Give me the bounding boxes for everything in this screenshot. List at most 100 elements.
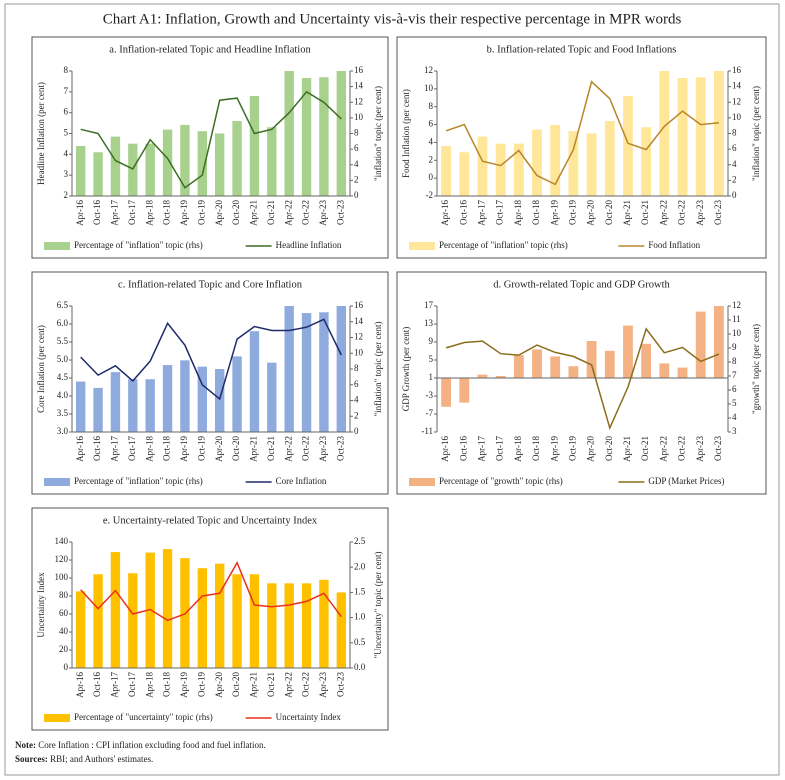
legend-label: Percentage of "inflation" topic (rhs) (74, 476, 203, 486)
bar (249, 96, 260, 196)
bar (695, 77, 706, 196)
legend-label: GDP (Market Prices) (648, 476, 724, 486)
x-tick-label: Apr-16 (75, 436, 85, 462)
bar (232, 121, 242, 196)
y2-tick-label: 0.0 (354, 662, 366, 672)
legend-swatch (44, 242, 70, 250)
y2-axis-title: "inflation" topic (per cent) (373, 86, 383, 181)
x-tick-label: Oct-18 (531, 436, 541, 461)
x-tick-label: Oct-18 (162, 672, 172, 697)
legend-swatch (44, 714, 70, 722)
x-tick-label: Apr-16 (440, 436, 450, 462)
y2-tick-label: 10 (354, 112, 364, 122)
legend-label: Percentage of "inflation" topic (rhs) (74, 240, 203, 250)
figure-title: Chart A1: Inflation, Growth and Uncertai… (103, 11, 682, 27)
y-tick-label: -11 (421, 426, 433, 436)
bar (641, 343, 652, 378)
bar (284, 583, 294, 668)
y-tick-label: 10 (424, 83, 434, 93)
x-tick-label: Oct-16 (92, 672, 102, 697)
y-tick-label: -7 (426, 408, 434, 418)
y-tick-label: 8 (429, 101, 434, 111)
x-tick-label: Oct-19 (567, 200, 577, 225)
y2-tick-label: 12 (354, 96, 363, 106)
x-tick-label: Apr-23 (318, 672, 328, 698)
y-axis-title: Food Inflation (per cent) (401, 89, 411, 178)
x-tick-label: Apr-22 (283, 436, 293, 462)
bar (301, 78, 312, 196)
x-tick-label: Apr-23 (318, 200, 328, 226)
bar (110, 136, 121, 196)
y-tick-label: 4.5 (57, 372, 69, 382)
bar (267, 127, 277, 196)
x-tick-label: Oct-20 (231, 436, 241, 461)
bar (197, 131, 208, 196)
legend-swatch (409, 478, 435, 486)
bar (659, 363, 670, 378)
bar (513, 355, 524, 378)
x-tick-label: Apr-19 (179, 436, 189, 462)
x-tick-label: Oct-21 (266, 672, 276, 697)
bar (214, 563, 225, 668)
y2-tick-label: 10 (354, 347, 364, 357)
y2-tick-label: 12 (732, 300, 741, 310)
bar (110, 552, 121, 668)
y2-tick-label: 8 (354, 128, 359, 138)
y2-tick-label: 4 (354, 159, 359, 169)
legend-label: Food Inflation (648, 240, 700, 250)
x-tick-label: Apr-17 (477, 200, 487, 226)
bar (319, 312, 329, 432)
x-tick-label: Oct-17 (127, 436, 137, 461)
panel-title: c. Inflation-related Topic and Core Infl… (118, 279, 303, 290)
x-tick-label: Oct-21 (640, 200, 650, 225)
y2-tick-label: 8 (732, 128, 737, 138)
x-tick-label: Apr-18 (144, 200, 154, 226)
x-tick-label: Apr-21 (249, 200, 259, 226)
y-axis-title: GDP Growth (per cent) (401, 327, 411, 411)
y2-tick-label: 14 (354, 316, 364, 326)
bar (284, 71, 294, 196)
y-tick-label: 17 (424, 300, 434, 310)
bar (532, 129, 542, 196)
x-tick-label: Oct-21 (266, 436, 276, 461)
bar (604, 350, 615, 378)
y2-tick-label: 9 (732, 342, 737, 352)
line (445, 80, 719, 186)
note: Note: Core Inflation : CPI inflation exc… (15, 740, 266, 750)
bar (197, 366, 208, 432)
y2-tick-label: 11 (732, 314, 741, 324)
panel-title: e. Uncertainty-related Topic and Uncerta… (103, 515, 318, 526)
y2-tick-label: 3 (732, 426, 737, 436)
y-tick-label: 6.5 (57, 300, 69, 310)
y2-tick-label: 6 (732, 384, 737, 394)
x-tick-label: Oct-17 (495, 436, 505, 461)
bar (513, 143, 524, 196)
x-tick-label: Apr-20 (214, 200, 224, 226)
bar (249, 331, 260, 432)
bar (677, 367, 688, 378)
bar (301, 583, 312, 668)
x-tick-label: Apr-18 (513, 436, 523, 462)
y-tick-label: 6 (64, 107, 69, 117)
bar (145, 379, 155, 432)
y2-tick-label: 2.5 (354, 536, 366, 546)
bar (75, 591, 86, 668)
y2-tick-label: 16 (354, 65, 364, 75)
y2-tick-label: 4 (732, 159, 737, 169)
y-tick-label: 0 (64, 662, 69, 672)
y2-axis-title: "growth" topic (per cent) (751, 324, 761, 414)
x-tick-label: Apr-23 (318, 436, 328, 462)
x-tick-label: Apr-22 (283, 672, 293, 698)
panel-border (396, 271, 767, 495)
y-tick-label: 120 (55, 554, 69, 564)
bar (249, 574, 260, 668)
bar (586, 341, 597, 378)
x-tick-label: Apr-17 (110, 436, 120, 462)
bar (713, 306, 724, 378)
y-tick-label: 5 (64, 128, 69, 138)
bar (93, 387, 103, 432)
x-tick-label: Oct-23 (335, 672, 345, 697)
x-tick-label: Apr-21 (622, 200, 632, 226)
y-tick-label: -3 (426, 390, 434, 400)
x-tick-label: Oct-22 (301, 200, 311, 225)
